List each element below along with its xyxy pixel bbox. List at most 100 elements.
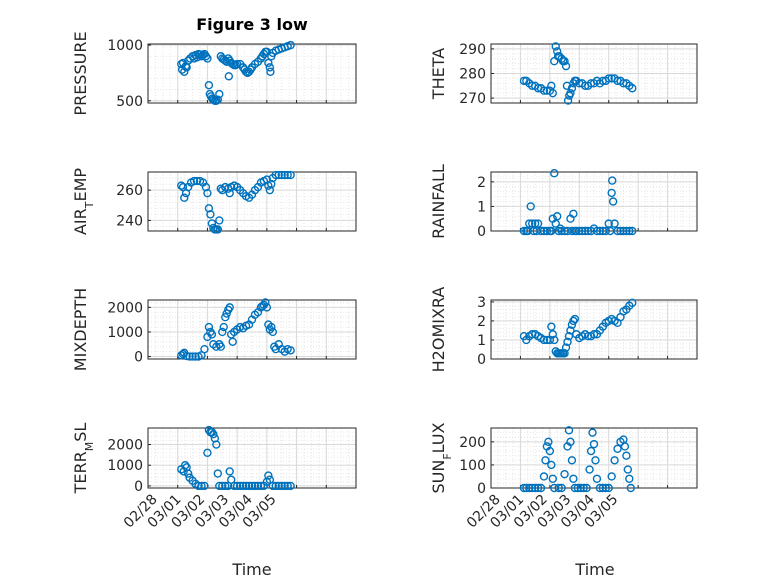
data-point xyxy=(542,226,552,236)
data-point xyxy=(283,481,292,491)
data-point xyxy=(588,428,597,437)
data-point xyxy=(569,474,578,483)
data-point xyxy=(241,481,251,491)
data-point xyxy=(610,456,619,465)
subplot-h2omixra: 0 1 2 3 H2OMIXRA xyxy=(429,287,698,372)
data-point xyxy=(209,430,218,439)
data-point xyxy=(586,446,596,456)
y-tick-label: 0 xyxy=(477,224,486,240)
data-point xyxy=(526,202,535,211)
subplot-air-temp: 240 260 AIRTEMP xyxy=(71,168,357,235)
data-point xyxy=(547,460,556,470)
data-point xyxy=(601,226,610,236)
y-tick-label: 260 xyxy=(116,183,143,199)
data-point xyxy=(191,352,200,361)
data-point xyxy=(221,481,230,491)
data-point xyxy=(216,342,226,351)
data-point xyxy=(548,88,557,98)
data-point xyxy=(218,327,227,337)
subplot-terr-msl: 01000200002/2803/0103/0203/0303/0403/05T… xyxy=(71,423,357,531)
data-point xyxy=(267,322,276,332)
y-tick-label: 0 xyxy=(134,350,143,366)
data-point xyxy=(625,474,634,483)
axes-box xyxy=(490,427,698,489)
y-tick-label: 240 xyxy=(116,213,143,229)
data-point xyxy=(271,170,280,180)
data-point xyxy=(575,226,584,236)
data-point xyxy=(589,330,599,339)
data-point xyxy=(607,472,616,481)
data-point xyxy=(545,446,555,456)
data-point xyxy=(566,326,575,335)
data-point xyxy=(608,197,618,206)
data-point xyxy=(213,225,223,234)
data-point xyxy=(547,322,556,331)
data-point xyxy=(619,226,628,236)
data-point xyxy=(613,226,622,236)
data-point xyxy=(212,440,221,449)
axes-box xyxy=(490,299,698,360)
subplot-sun-flux: 010020002/2803/0103/0203/0303/0403/05SUN… xyxy=(429,422,698,531)
data-point xyxy=(536,226,546,236)
data-point xyxy=(563,96,573,105)
data-point xyxy=(203,54,212,63)
data-point xyxy=(573,483,583,493)
data-point xyxy=(563,337,572,347)
data-point xyxy=(224,72,234,81)
data-point xyxy=(592,226,602,236)
data-point xyxy=(525,483,534,493)
data-point xyxy=(539,472,549,481)
y-tick-label: 280 xyxy=(459,67,486,83)
data-point xyxy=(589,439,599,449)
y-tick-label: 1 xyxy=(477,333,486,349)
data-point xyxy=(225,303,234,312)
data-point xyxy=(525,219,534,228)
data-point xyxy=(604,483,613,493)
data-point xyxy=(550,335,559,345)
data-point xyxy=(548,330,557,339)
data-point xyxy=(215,89,224,99)
data-point xyxy=(280,170,289,180)
data-point xyxy=(244,481,254,491)
data-point xyxy=(626,483,635,493)
data-point xyxy=(219,322,228,332)
data-point xyxy=(203,448,212,458)
x-axis-label-right: Time xyxy=(574,560,614,579)
data-point xyxy=(286,481,295,491)
y-axis-label: RAINFALL xyxy=(429,164,448,239)
data-point xyxy=(622,451,631,460)
data-point xyxy=(241,67,251,77)
data-point xyxy=(567,84,577,93)
data-point xyxy=(561,61,571,71)
data-point xyxy=(213,469,223,478)
data-point xyxy=(628,84,637,93)
data-point xyxy=(286,346,295,355)
data-point xyxy=(576,483,585,493)
data-point xyxy=(580,226,590,236)
data-point xyxy=(188,352,197,361)
x-axis-label-left: Time xyxy=(231,560,271,579)
figure-title: Figure 3 low xyxy=(196,15,308,34)
data-point xyxy=(253,481,263,491)
y-axis-label: AIRTEMP xyxy=(71,168,96,235)
axes-box xyxy=(147,299,357,360)
data-point xyxy=(280,481,289,491)
y-tick-label: 0 xyxy=(134,479,143,495)
data-point xyxy=(591,456,600,465)
y-tick-label: 2000 xyxy=(107,300,143,316)
data-point xyxy=(551,42,560,51)
data-point xyxy=(212,96,221,105)
data-point xyxy=(215,216,224,225)
data-point xyxy=(256,481,266,491)
data-point xyxy=(180,461,190,470)
y-axis-label: THETA xyxy=(429,48,448,100)
data-point xyxy=(262,47,272,56)
y-tick-label: 2 xyxy=(477,314,486,330)
data-point xyxy=(560,57,569,66)
data-point xyxy=(229,481,239,491)
subplot-rainfall: 0 1 2 RAINFALL xyxy=(429,164,698,240)
y-axis-label: PRESSURE xyxy=(71,31,90,115)
data-point xyxy=(530,483,540,493)
